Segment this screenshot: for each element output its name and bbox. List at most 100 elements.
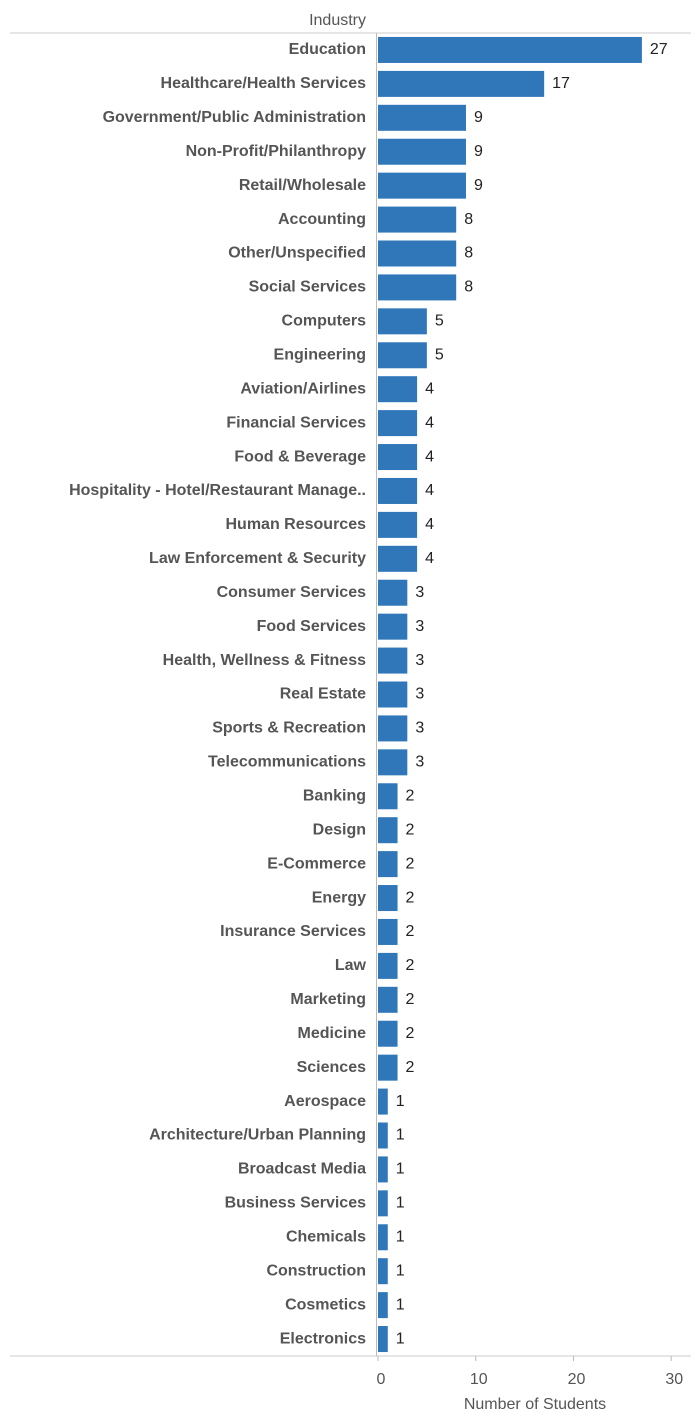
value-label: 17 [552, 75, 570, 92]
value-label: 4 [425, 448, 434, 465]
bar [378, 104, 466, 131]
value-label: 9 [474, 109, 483, 126]
bar [378, 1054, 398, 1081]
x-axis-title: Number of Students [464, 1396, 606, 1412]
y-tick-label: Health, Wellness & Fitness [163, 652, 366, 669]
value-label: 4 [425, 482, 434, 499]
bar [378, 749, 408, 776]
x-tick-label: 30 [665, 1371, 683, 1388]
value-label: 2 [406, 855, 415, 872]
y-tick-label: Food Services [257, 618, 366, 635]
y-tick-label: Business Services [225, 1195, 367, 1212]
y-tick-label: Financial Services [226, 414, 366, 431]
value-label: 1 [396, 1195, 405, 1212]
y-tick-label: Sports & Recreation [212, 720, 366, 737]
value-label: 8 [464, 245, 473, 262]
y-tick-label: Insurance Services [220, 923, 366, 940]
bar [378, 918, 398, 945]
y-tick-label: Social Services [249, 279, 367, 296]
y-tick-label: Accounting [278, 211, 366, 228]
value-label: 2 [406, 991, 415, 1008]
value-label: 4 [425, 516, 434, 533]
y-tick-label: Architecture/Urban Planning [149, 1127, 366, 1144]
value-label: 3 [415, 754, 424, 771]
bar [378, 172, 466, 199]
bar [378, 952, 398, 979]
bar [378, 1224, 388, 1251]
value-label: 8 [464, 279, 473, 296]
bar [378, 206, 457, 233]
y-tick-label: Other/Unspecified [228, 245, 366, 262]
bar [378, 376, 418, 403]
value-label: 4 [425, 380, 434, 397]
bar [378, 647, 408, 674]
y-tick-label: Education [289, 41, 366, 58]
y-tick-label: Real Estate [280, 686, 366, 703]
value-label: 9 [474, 177, 483, 194]
bar [378, 986, 398, 1013]
x-tick-label: 20 [568, 1371, 586, 1388]
value-label: 2 [406, 821, 415, 838]
y-tick-label: E-Commerce [267, 855, 366, 872]
bar [378, 817, 398, 844]
bar [378, 715, 408, 742]
value-label: 2 [406, 923, 415, 940]
bar [378, 885, 398, 912]
value-label: 1 [396, 1161, 405, 1178]
y-tick-label: Law Enforcement & Security [149, 550, 366, 567]
value-label: 8 [464, 211, 473, 228]
value-label: 1 [396, 1262, 405, 1279]
bar [378, 342, 427, 369]
y-tick-label: Telecommunications [208, 754, 366, 771]
bar [378, 274, 457, 301]
y-tick-label: Aerospace [284, 1093, 366, 1110]
y-tick-label: Medicine [298, 1025, 367, 1042]
bar [378, 783, 398, 810]
y-axis-title: Industry [309, 12, 366, 29]
bar [378, 579, 408, 606]
y-tick-label: Aviation/Airlines [240, 380, 366, 397]
y-tick-label: Electronics [280, 1330, 366, 1347]
bar [378, 36, 642, 63]
bar [378, 138, 466, 165]
value-label: 1 [396, 1228, 405, 1245]
value-label: 2 [406, 957, 415, 974]
bar [378, 70, 545, 97]
bar [378, 240, 457, 267]
y-tick-label: Retail/Wholesale [239, 177, 366, 194]
bar [378, 410, 418, 437]
bar [378, 1326, 388, 1353]
value-label: 1 [396, 1330, 405, 1347]
bar [378, 613, 408, 640]
y-tick-label: Construction [266, 1262, 366, 1279]
bar [378, 308, 427, 335]
x-tick-label: 10 [470, 1371, 488, 1388]
bar [378, 477, 418, 504]
value-label: 4 [425, 550, 434, 567]
value-label: 4 [425, 414, 434, 431]
bar [378, 681, 408, 708]
y-tick-label: Energy [312, 889, 366, 906]
bar [378, 1020, 398, 1047]
y-tick-label: Hospitality - Hotel/Restaurant Manage.. [69, 482, 366, 499]
value-label: 3 [415, 720, 424, 737]
value-label: 3 [415, 686, 424, 703]
value-label: 27 [650, 41, 668, 58]
bar [378, 1156, 388, 1183]
y-tick-label: Chemicals [286, 1228, 366, 1245]
value-label: 3 [415, 618, 424, 635]
bar [378, 1292, 388, 1319]
y-tick-label: Engineering [274, 346, 366, 363]
y-tick-label: Cosmetics [285, 1296, 366, 1313]
value-label: 9 [474, 143, 483, 160]
bar [378, 545, 418, 572]
y-tick-label: Consumer Services [217, 584, 367, 601]
bar [378, 511, 418, 538]
value-label: 1 [396, 1093, 405, 1110]
y-tick-label: Government/Public Administration [103, 109, 366, 126]
value-label: 1 [396, 1296, 405, 1313]
y-tick-label: Computers [282, 313, 367, 330]
y-tick-label: Sciences [297, 1059, 366, 1076]
bar [378, 1088, 388, 1115]
